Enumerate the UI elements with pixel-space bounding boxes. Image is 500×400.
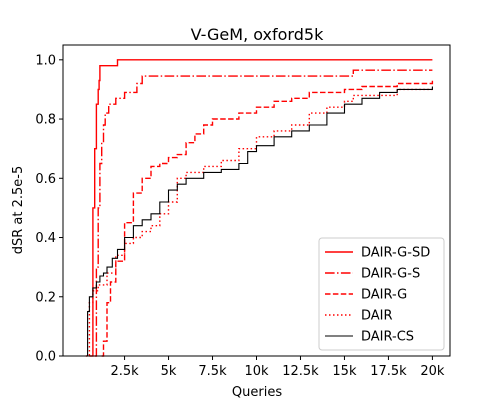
legend-label: DAIR [361, 309, 393, 324]
legend-label: DAIR-CS [361, 330, 414, 345]
y-tick-label: 1.0 [35, 53, 56, 68]
x-tick-label: 10k [244, 364, 269, 379]
legend-box [318, 237, 445, 351]
x-axis: 2.5k 5k 7.5k 10k 12.5k 15k 17.5k 20k [110, 356, 445, 379]
x-tick-label: 15k [332, 364, 357, 379]
x-tick-label: 5k [161, 364, 177, 379]
plot-series [85, 59, 434, 357]
chart-title: V-GeM, oxford5k [191, 25, 324, 44]
x-tick-label: 17.5k [370, 364, 407, 379]
series-line-dair-cs [85, 86, 433, 357]
series-line-dair-g-s [94, 69, 433, 357]
y-tick-label: 0.8 [35, 113, 56, 128]
y-axis-label: dSR at 2.5e-5 [11, 166, 26, 255]
series-line-dair-g [101, 80, 434, 357]
legend-label: DAIR-G-SD [361, 246, 430, 261]
x-tick-label: 2.5k [110, 364, 139, 379]
y-axis: 0.0 0.2 0.4 0.6 0.8 1.0 [35, 53, 63, 365]
y-tick-label: 0.4 [35, 231, 56, 246]
series-line-dair-g-sd [89, 59, 433, 357]
y-tick-label: 0.0 [35, 350, 56, 365]
x-axis-label: Queries [232, 385, 282, 400]
y-tick-label: 0.6 [35, 172, 56, 187]
legend-label: DAIR-G [361, 288, 407, 303]
x-tick-label: 7.5k [198, 364, 227, 379]
legend: DAIR-G-SD DAIR-G-S DAIR-G DAIR DAIR-CS [318, 237, 445, 351]
legend-label: DAIR-G-S [361, 267, 420, 282]
series-line-dair [85, 88, 433, 357]
x-tick-label: 12.5k [282, 364, 319, 379]
y-tick-label: 0.2 [35, 290, 56, 305]
x-tick-label: 20k [420, 364, 445, 379]
